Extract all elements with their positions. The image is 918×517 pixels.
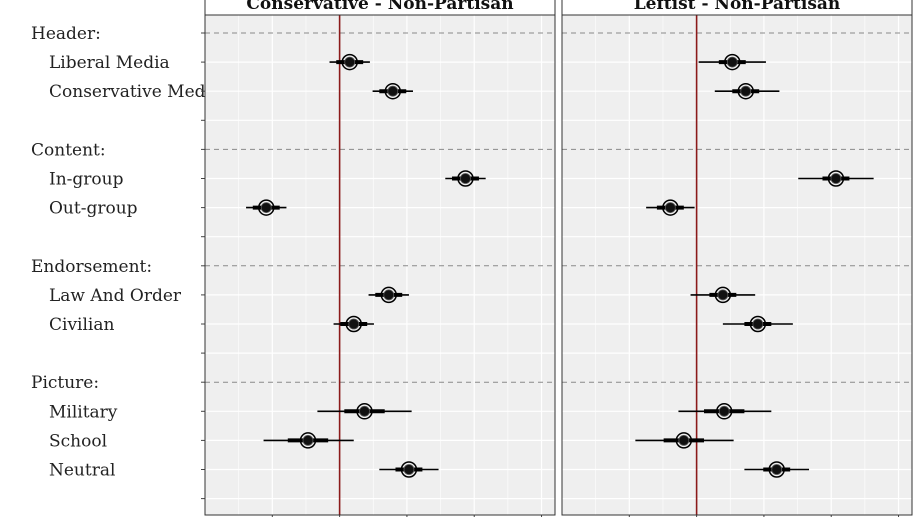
point-estimate [387,85,399,97]
facet-panel-leftist: Leftist - Non-Partisan [561,0,913,517]
point-estimate [403,464,415,475]
facet-title: Conservative - Non-Partisan [246,0,513,14]
category-label: School [49,431,107,451]
point-estimate [717,289,729,301]
point-estimate [771,464,783,475]
category-label: Neutral [49,461,115,481]
facet-title: Leftist - Non-Partisan [634,0,841,14]
panel-background [562,15,912,515]
point-estimate [664,202,676,214]
point-estimate [718,405,730,417]
point-estimate-ring [380,286,397,304]
point-estimate [302,434,314,446]
point-estimate-ring [345,315,362,333]
point-estimate-ring [384,82,402,100]
point-estimate-ring [768,461,785,478]
facet-panel-conservative: Conservative - Non-Partisan [201,0,556,517]
point-estimate [260,202,272,214]
category-label: Civilian [49,315,114,335]
category-label: In-group [49,170,124,190]
group-header-label: Picture: [31,373,99,393]
point-estimate [830,173,842,184]
panel-background [205,15,555,515]
point-estimate [740,85,752,97]
point-estimate-ring [737,82,754,100]
point-estimate-ring [258,199,275,216]
point-estimate-ring [341,53,358,71]
point-estimate-ring [827,170,845,187]
group-header-label: Header: [31,24,101,44]
point-estimate [726,56,738,68]
point-estimate-ring [749,315,767,333]
point-estimate-ring [457,170,474,187]
point-estimate-ring [662,199,679,216]
point-estimate-ring [715,403,733,420]
group-header-label: Content: [31,140,106,160]
facet-strip [561,0,913,16]
point-estimate [383,289,395,301]
category-labels: Header: Liberal Media Conservative Media Co… [31,24,221,481]
point-estimate [678,434,690,446]
category-label: Law And Order [49,286,182,306]
point-estimate [348,318,360,330]
point-estimate-ring [675,432,693,449]
point-estimate-ring [724,53,741,71]
point-estimate-ring [714,286,732,304]
category-label: Conservative Media [49,82,221,102]
point-estimate-ring [299,432,317,449]
facet-strip [204,0,556,16]
category-label: Liberal Media [49,53,170,73]
point-estimate [359,405,370,417]
point-estimate [460,173,471,184]
group-header-label: Endorsement: [31,257,152,277]
category-label: Military [49,402,118,422]
category-label: Out-group [49,199,138,219]
point-estimate-ring [400,461,418,478]
point-estimate-ring [356,403,373,420]
point-estimate [752,318,764,330]
point-estimate [344,56,356,68]
